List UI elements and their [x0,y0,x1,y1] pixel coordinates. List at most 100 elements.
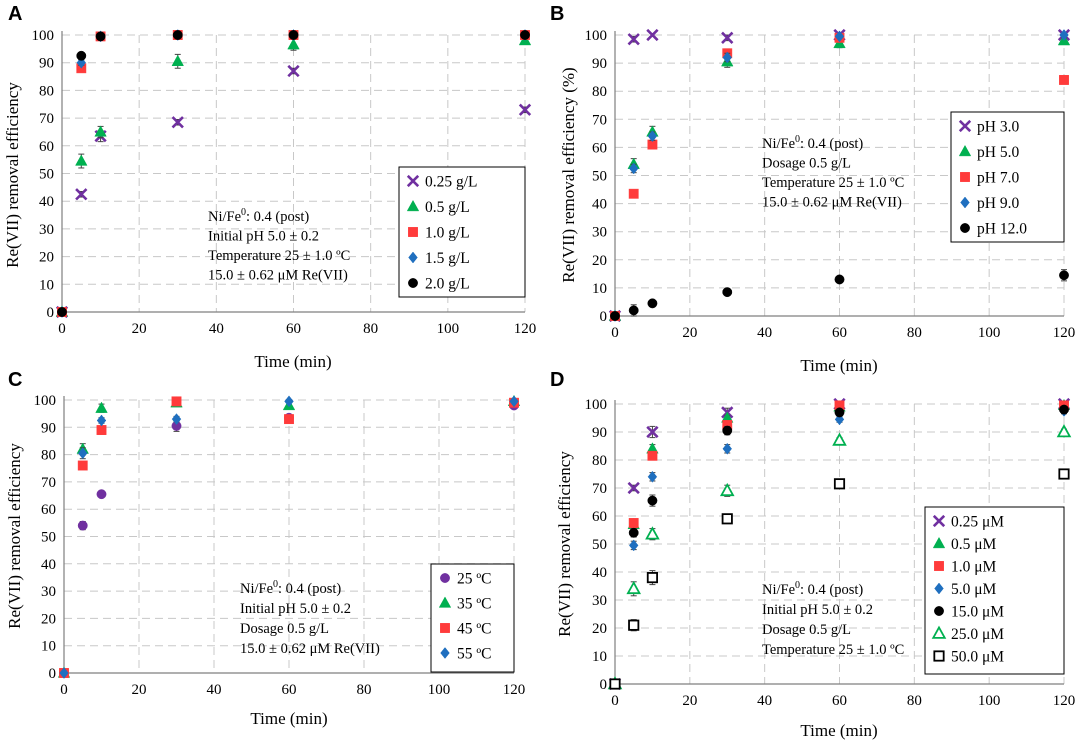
annotation-text: Ni/Fe [762,136,795,152]
annotation-line: Dosage 0.5 g/L [240,621,329,637]
data-point [171,413,182,426]
data-point [647,470,658,483]
panel-d: D 0 10 20 30 40 50 60 70 80 90 100 0 20 40 60 80 100 120 Ti… [550,369,1075,740]
legend: 25 ºC 35 ºC 45 ºC 55 ºC [430,563,515,673]
data-point [628,188,639,199]
y-tick-label: 40 [39,194,54,210]
data-point [628,619,640,631]
y-tick-label: 100 [34,393,57,409]
annotation-text: Ni/Fe [762,582,795,598]
annotation-text: Ni/Fe [208,209,241,225]
data-point [628,162,639,175]
y-tick-label: 60 [41,502,56,518]
data-point [288,30,299,40]
annotation-superscript: 0 [273,579,278,590]
y-tick-label: 20 [592,621,607,637]
data-point [646,425,659,439]
data-point [518,103,532,116]
data-point [94,125,107,137]
annotation-line: Initial pH 5.0 ± 0.2 [762,602,873,618]
y-tick-label: 80 [41,448,56,464]
data-point [647,130,658,143]
y-tick-label: 90 [41,420,56,436]
x-tick-label: 60 [832,325,847,341]
data-point [77,460,88,471]
y-tick-label: 70 [41,475,56,491]
data-point [628,527,639,538]
y-axis-label: Re(VII) removal efficiency [5,443,24,629]
data-point [96,489,107,500]
y-tick-label: 50 [39,167,54,183]
y-tick-label: 10 [41,639,56,655]
legend-marker [934,606,944,616]
data-point [1059,404,1069,415]
series-50.0-M [609,468,1070,690]
legend-marker [406,174,420,188]
y-axis-label: Re(VII) removal efficiency [555,451,574,637]
data-point [722,51,732,64]
annotation-superscript: 0 [241,207,246,218]
y-tick-label: 40 [592,197,607,213]
data-point [171,396,182,407]
y-tick-label: 40 [41,557,56,573]
data-point [1059,75,1069,85]
y-tick-label: 0 [600,677,608,693]
legend-label: 35 ºC [457,596,492,613]
y-tick-label: 20 [41,611,56,627]
y-tick-label: 30 [41,584,56,600]
annotation-text: : 0.4 (post) [800,136,863,152]
annotation-line: Temperature 25 ± 1.0 ºC [762,175,904,191]
x-axis-label: Time (min) [800,356,877,375]
legend-marker [931,625,947,639]
y-tick-label: 60 [39,139,54,155]
legend-label: pH 12.0 [977,221,1027,238]
x-tick-label: 60 [282,682,297,698]
legend-marker [958,144,972,157]
legend-marker [440,623,450,633]
legend-label: pH 9.0 [977,195,1019,212]
data-point [172,30,183,40]
data-point [626,580,642,595]
legend-marker [960,223,970,233]
data-point [721,31,734,44]
x-tick-label: 120 [514,321,537,337]
y-tick-label: 30 [592,593,607,609]
legend-marker [406,199,420,212]
series-pH-12.0 [610,269,1069,321]
data-point [627,33,640,46]
data-point [509,395,519,408]
legend: 0.25 μM 0.5 μM 1.0 μM 5.0 μM 15.0 μM 25.0 μM 5… [924,506,1065,675]
x-tick-label: 0 [58,321,66,337]
y-tick-label: 70 [592,112,607,128]
legend-box [924,506,1065,675]
panel-letter: D [550,369,564,391]
data-point [609,678,621,690]
legend-label: 25 ºC [457,571,492,588]
y-tick-label: 20 [592,253,607,269]
annotation-text: : 0.4 (post) [278,581,341,597]
legend-marker [408,227,418,237]
data-point [834,274,845,285]
annotation-line: Temperature 25 ± 1.0 ºC [208,248,350,264]
legend-marker [932,514,946,528]
data-point [76,50,87,61]
data-point [287,38,300,50]
data-point [95,401,108,413]
legend-label: 0.25 g/L [425,174,478,191]
data-point [284,395,294,408]
x-tick-label: 100 [428,682,451,698]
x-tick-label: 40 [207,682,222,698]
annotation-line: Ni/Fe0: 0.4 (post) [240,579,341,597]
legend-marker [932,536,946,549]
y-tick-label: 40 [592,565,607,581]
y-tick-label: 0 [47,305,55,321]
x-tick-label: 40 [209,321,224,337]
annotation-line: 15.0 ± 0.62 μM Re(VII) [762,195,902,211]
legend-box [398,166,526,298]
data-point [1059,270,1069,281]
annotation-line: Initial pH 5.0 ± 0.2 [240,601,351,617]
annotation-line: Ni/Fe0: 0.4 (post) [208,207,309,225]
data-point [610,311,620,321]
data-point [647,298,658,309]
annotation-line: 15.0 ± 0.62 μM Re(VII) [240,641,380,657]
